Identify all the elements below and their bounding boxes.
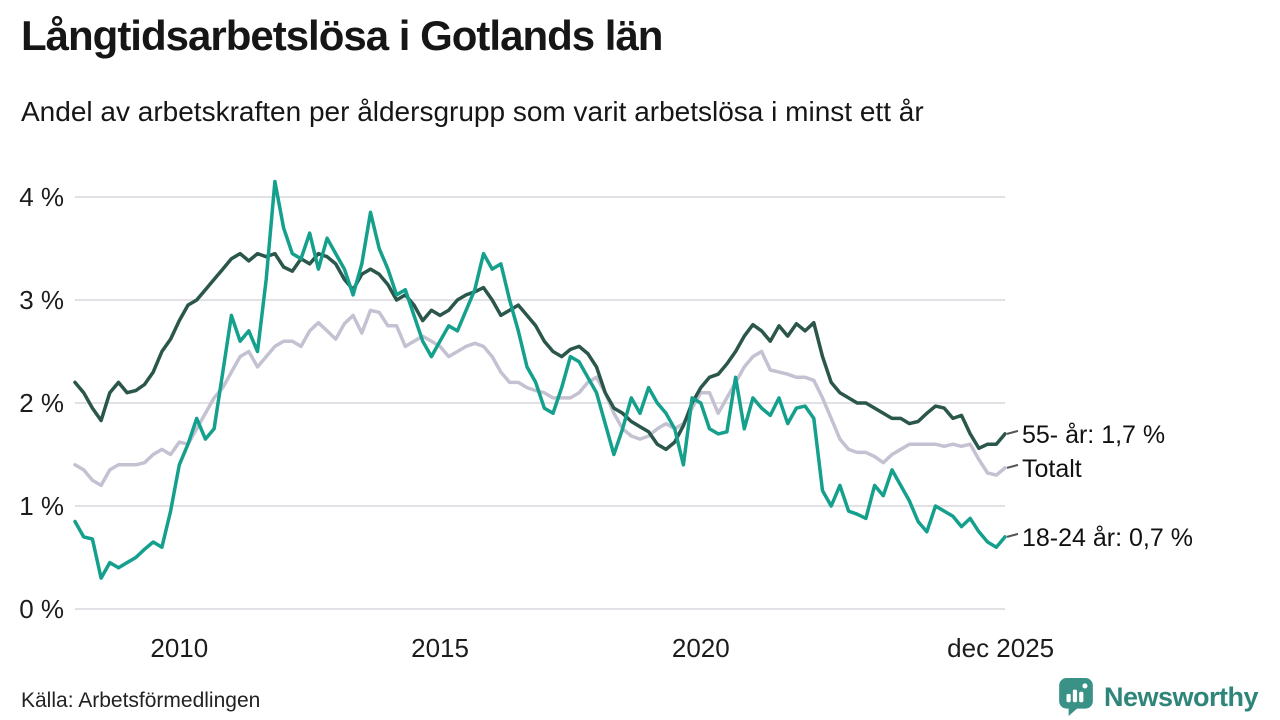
x-tick-label: 2015 [411, 633, 469, 663]
y-tick-label: 0 % [19, 594, 64, 624]
x-tick-label: 2020 [672, 633, 730, 663]
end-label-18-24-ar: 18-24 år: 0,7 % [1022, 524, 1193, 552]
bar-short [1066, 693, 1071, 703]
series-lines [73, 179, 1007, 580]
y-tick-label: 3 % [19, 285, 64, 315]
gridlines [75, 196, 1005, 610]
chart-subtitle: Andel av arbetskraften per åldersgrupp s… [21, 96, 924, 127]
x-axis-labels: 2010 2015 2020 dec 2025 [150, 633, 1054, 663]
bar-tall [1072, 689, 1078, 703]
end-label-tick-55-ar [1006, 429, 1019, 435]
series-line-55-ar [73, 251, 1007, 452]
page-title: Långtidsarbetslösa i Gotlands län [21, 12, 663, 59]
y-axis-labels: 0 % 1 % 2 % 3 % 4 % [19, 182, 64, 624]
brand-name: Newsworthy [1103, 681, 1259, 712]
newsworthy-logo: Newsworthy [1057, 677, 1259, 717]
source-text: Källa: Arbetsförmedlingen [21, 689, 261, 712]
newsworthy-logo-icon [1059, 678, 1093, 716]
exclamation-dot [1082, 683, 1088, 689]
end-label-totalt: Totalt [1022, 455, 1082, 483]
end-label-55-ar: 55- år: 1,7 % [1022, 421, 1165, 449]
y-tick-label: 1 % [19, 491, 64, 521]
series-end-labels: Totalt 55- år: 1,7 % 18-24 år: 0,7 % [1006, 421, 1193, 552]
series-line-18-24-ar [73, 179, 1007, 580]
bar-medium [1079, 691, 1084, 703]
x-tick-label: 2010 [150, 633, 208, 663]
y-tick-label: 2 % [19, 388, 64, 418]
end-label-tick-18-24-ar [1006, 532, 1019, 538]
end-label-tick-totalt [1006, 463, 1019, 469]
x-tick-label: dec 2025 [947, 633, 1054, 663]
y-tick-label: 4 % [19, 182, 64, 212]
